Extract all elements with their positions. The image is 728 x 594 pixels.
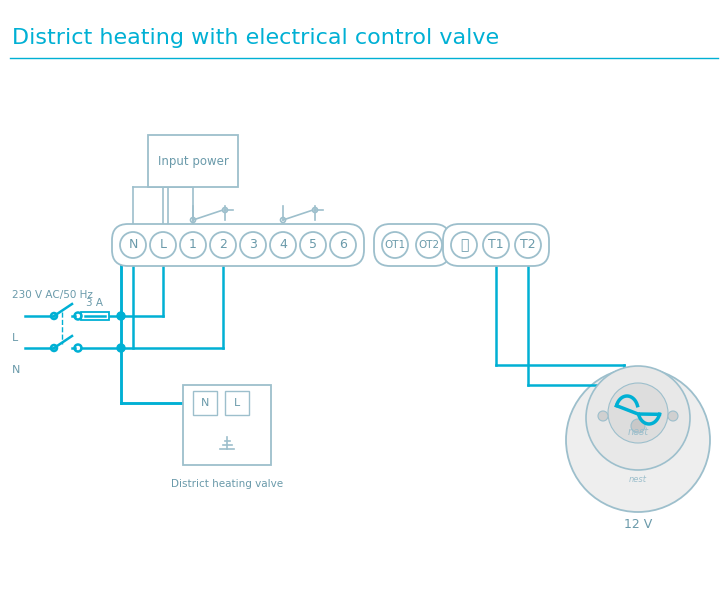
Text: N: N	[128, 239, 138, 251]
Circle shape	[608, 383, 668, 443]
Text: L: L	[234, 398, 240, 408]
Circle shape	[566, 368, 710, 512]
Text: District heating with electrical control valve: District heating with electrical control…	[12, 28, 499, 48]
Text: Input power: Input power	[157, 154, 229, 168]
Text: OT1: OT1	[384, 240, 405, 250]
Text: 1: 1	[189, 239, 197, 251]
Circle shape	[668, 411, 678, 421]
Text: 5: 5	[309, 239, 317, 251]
Circle shape	[117, 344, 125, 352]
Text: N: N	[201, 398, 209, 408]
Text: 230 V AC/50 Hz: 230 V AC/50 Hz	[12, 290, 93, 300]
FancyBboxPatch shape	[183, 385, 271, 465]
Text: 6: 6	[339, 239, 347, 251]
Circle shape	[515, 232, 541, 258]
Text: nest: nest	[628, 427, 649, 437]
Circle shape	[631, 419, 645, 433]
Text: T1: T1	[488, 239, 504, 251]
Circle shape	[150, 232, 176, 258]
Circle shape	[300, 232, 326, 258]
Circle shape	[416, 232, 442, 258]
Circle shape	[598, 411, 608, 421]
Circle shape	[120, 232, 146, 258]
FancyBboxPatch shape	[374, 224, 450, 266]
Text: 4: 4	[279, 239, 287, 251]
Text: 3 A: 3 A	[87, 298, 103, 308]
Text: District heating valve: District heating valve	[171, 479, 283, 489]
FancyBboxPatch shape	[81, 312, 109, 320]
FancyBboxPatch shape	[443, 224, 549, 266]
Text: nest: nest	[629, 476, 647, 485]
Circle shape	[483, 232, 509, 258]
Circle shape	[382, 232, 408, 258]
Text: 2: 2	[219, 239, 227, 251]
Text: L: L	[12, 333, 18, 343]
FancyBboxPatch shape	[225, 391, 249, 415]
Text: 12 V: 12 V	[624, 518, 652, 531]
Text: L: L	[159, 239, 167, 251]
Circle shape	[330, 232, 356, 258]
Text: 3: 3	[249, 239, 257, 251]
FancyBboxPatch shape	[193, 391, 217, 415]
Circle shape	[117, 312, 125, 320]
Circle shape	[240, 232, 266, 258]
FancyBboxPatch shape	[112, 224, 364, 266]
Circle shape	[451, 232, 477, 258]
Text: ⏚: ⏚	[460, 238, 468, 252]
Text: T2: T2	[521, 239, 536, 251]
Text: OT2: OT2	[419, 240, 440, 250]
Circle shape	[270, 232, 296, 258]
Circle shape	[586, 366, 690, 470]
FancyBboxPatch shape	[148, 135, 238, 187]
Circle shape	[180, 232, 206, 258]
Text: N: N	[12, 365, 20, 375]
Circle shape	[210, 232, 236, 258]
